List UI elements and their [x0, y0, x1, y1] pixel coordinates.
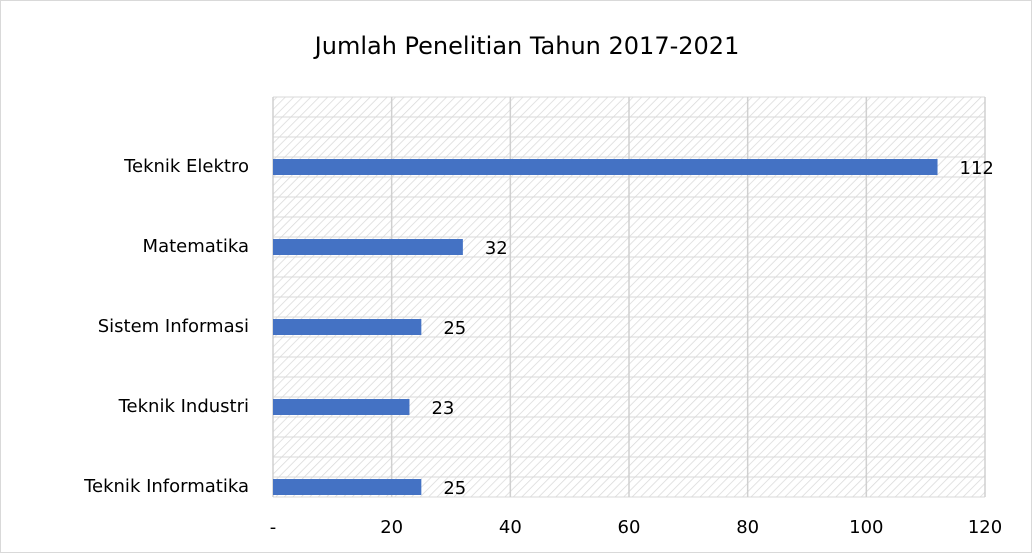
x-tick-label: - — [270, 517, 277, 538]
x-tick-label: 100 — [849, 517, 883, 538]
data-label: 32 — [485, 238, 508, 259]
y-tick-label: Teknik Elektro — [123, 156, 249, 177]
bar — [273, 479, 422, 495]
data-label: 23 — [431, 398, 454, 419]
y-tick-label: Teknik Informatika — [83, 476, 249, 497]
x-tick-label: 20 — [380, 517, 403, 538]
bar — [273, 399, 410, 415]
x-tick-label: 120 — [968, 517, 1002, 538]
chart-title: Jumlah Penelitian Tahun 2017-2021 — [313, 32, 740, 60]
x-tick-label: 40 — [499, 517, 522, 538]
data-label: 112 — [960, 158, 994, 179]
y-tick-label: Matematika — [143, 236, 249, 257]
bar — [273, 239, 463, 255]
y-tick-label: Sistem Informasi — [98, 316, 249, 337]
bar — [273, 159, 938, 175]
data-label: 25 — [443, 478, 466, 499]
bar — [273, 319, 422, 335]
y-tick-label: Teknik Industri — [118, 396, 249, 417]
x-tick-label: 80 — [736, 517, 759, 538]
data-label: 25 — [443, 318, 466, 339]
x-tick-label: 60 — [618, 517, 641, 538]
